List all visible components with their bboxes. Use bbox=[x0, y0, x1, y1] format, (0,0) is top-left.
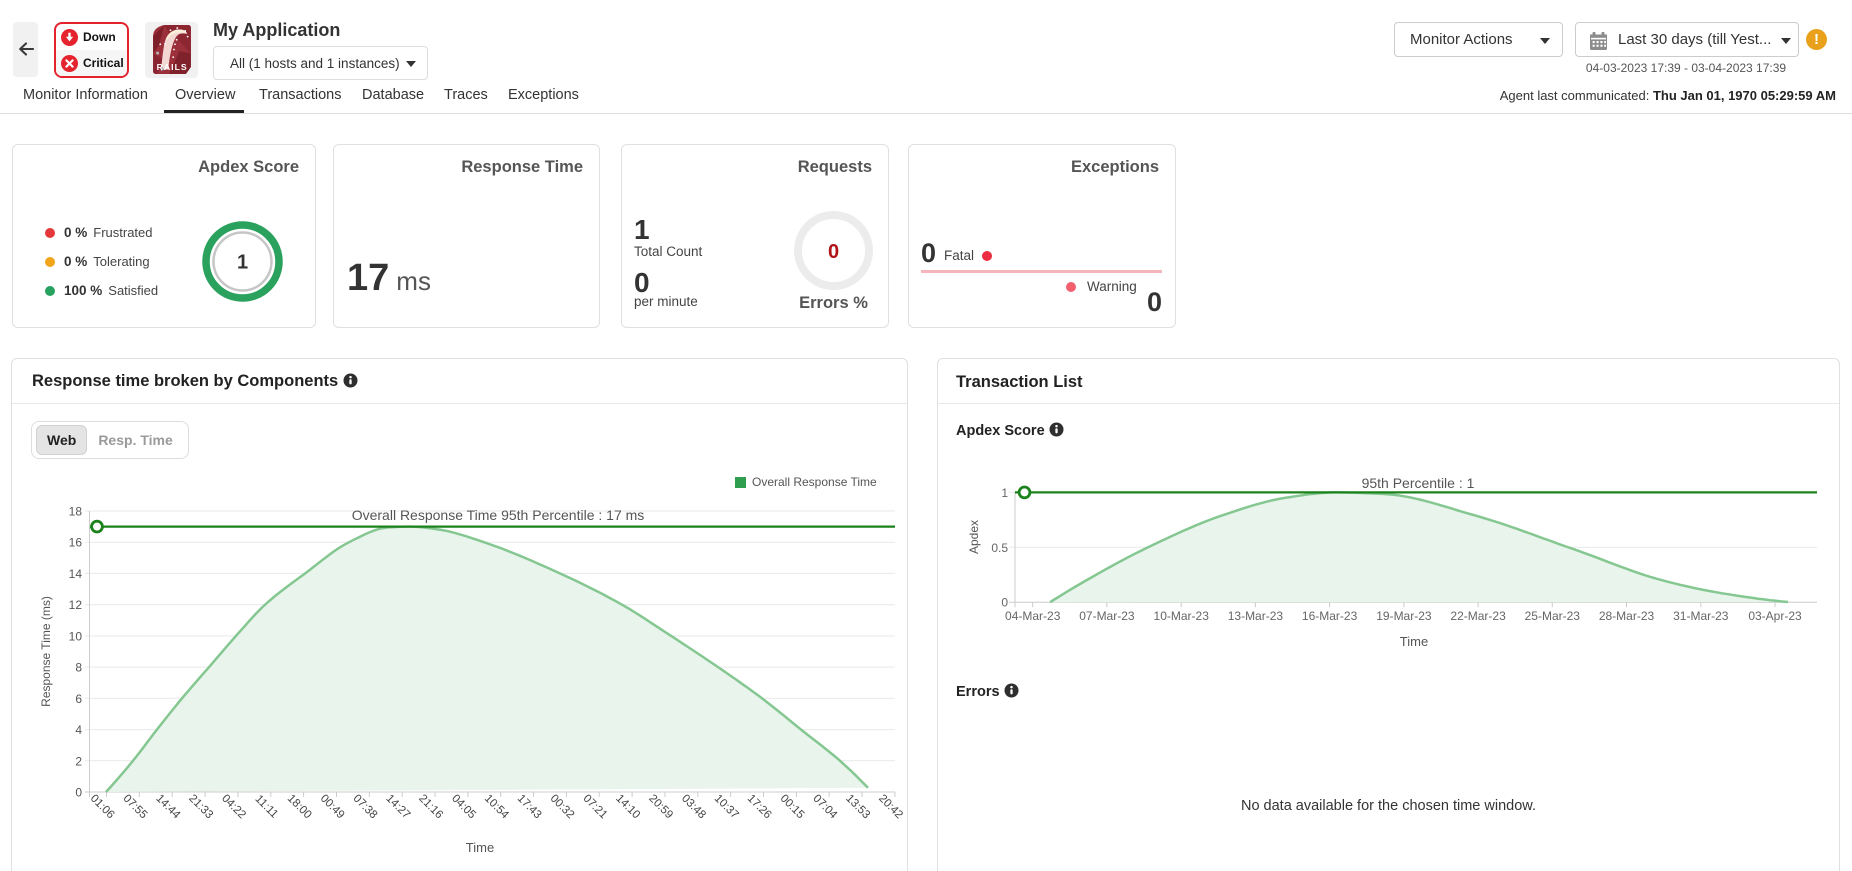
svg-text:Response Time (ms): Response Time (ms) bbox=[39, 596, 53, 707]
svg-text:21:33: 21:33 bbox=[186, 792, 215, 821]
svg-text:RAILS: RAILS bbox=[156, 62, 187, 72]
svg-text:13:53: 13:53 bbox=[843, 792, 872, 821]
svg-text:28-Mar-23: 28-Mar-23 bbox=[1599, 609, 1655, 623]
svg-text:0: 0 bbox=[1001, 596, 1008, 610]
svg-text:1: 1 bbox=[1001, 486, 1008, 500]
svg-text:1: 1 bbox=[237, 252, 248, 274]
svg-text:16-Mar-23: 16-Mar-23 bbox=[1302, 609, 1358, 623]
svg-text:14:10: 14:10 bbox=[613, 792, 642, 821]
svg-text:22-Mar-23: 22-Mar-23 bbox=[1450, 609, 1506, 623]
svg-text:04:22: 04:22 bbox=[219, 792, 248, 821]
svg-text:13-Mar-23: 13-Mar-23 bbox=[1228, 609, 1284, 623]
svg-text:00:32: 00:32 bbox=[548, 792, 577, 821]
svg-text:07:21: 07:21 bbox=[581, 792, 610, 821]
svg-text:17:26: 17:26 bbox=[745, 792, 774, 821]
svg-text:6: 6 bbox=[75, 692, 82, 706]
svg-text:10: 10 bbox=[69, 629, 83, 643]
svg-text:04:05: 04:05 bbox=[449, 792, 478, 821]
svg-text:Time: Time bbox=[466, 840, 494, 855]
svg-text:18: 18 bbox=[69, 505, 83, 519]
svg-text:Apdex: Apdex bbox=[967, 520, 981, 554]
svg-text:00:15: 00:15 bbox=[778, 792, 807, 821]
svg-text:21:16: 21:16 bbox=[416, 792, 445, 821]
svg-text:10-Mar-23: 10-Mar-23 bbox=[1154, 609, 1210, 623]
svg-text:14:44: 14:44 bbox=[153, 792, 182, 821]
svg-text:07:55: 07:55 bbox=[121, 792, 150, 821]
svg-text:25-Mar-23: 25-Mar-23 bbox=[1525, 609, 1581, 623]
svg-text:10:54: 10:54 bbox=[482, 792, 511, 821]
svg-text:07:04: 07:04 bbox=[810, 792, 839, 821]
svg-text:0.5: 0.5 bbox=[991, 541, 1008, 555]
svg-text:04-Mar-23: 04-Mar-23 bbox=[1005, 609, 1061, 623]
svg-text:14:27: 14:27 bbox=[383, 792, 412, 821]
svg-text:10:37: 10:37 bbox=[712, 792, 741, 821]
svg-text:07-Mar-23: 07-Mar-23 bbox=[1079, 609, 1135, 623]
svg-text:2: 2 bbox=[75, 754, 82, 768]
svg-text:03-Apr-23: 03-Apr-23 bbox=[1748, 609, 1802, 623]
svg-text:11:11: 11:11 bbox=[253, 793, 281, 821]
svg-text:17:43: 17:43 bbox=[515, 792, 544, 821]
svg-text:07:38: 07:38 bbox=[351, 792, 380, 821]
svg-text:12: 12 bbox=[69, 598, 83, 612]
svg-text:20:59: 20:59 bbox=[646, 792, 675, 821]
svg-text:31-Mar-23: 31-Mar-23 bbox=[1673, 609, 1729, 623]
svg-text:4: 4 bbox=[75, 723, 82, 737]
svg-text:Time: Time bbox=[1400, 634, 1428, 649]
svg-text:0: 0 bbox=[75, 786, 82, 800]
svg-text:0: 0 bbox=[828, 241, 839, 263]
svg-text:16: 16 bbox=[69, 536, 83, 550]
svg-text:20:42: 20:42 bbox=[876, 792, 905, 821]
svg-text:18:00: 18:00 bbox=[285, 792, 314, 821]
svg-text:8: 8 bbox=[75, 661, 82, 675]
svg-text:00:49: 00:49 bbox=[318, 792, 347, 821]
svg-text:01:06: 01:06 bbox=[88, 792, 117, 821]
svg-text:19-Mar-23: 19-Mar-23 bbox=[1376, 609, 1432, 623]
svg-text:Overall Response Time 95th Per: Overall Response Time 95th Percentile : … bbox=[352, 507, 645, 523]
svg-text:95th Percentile : 1: 95th Percentile : 1 bbox=[1362, 475, 1475, 491]
svg-text:14: 14 bbox=[69, 567, 83, 581]
svg-text:03:48: 03:48 bbox=[679, 792, 708, 821]
